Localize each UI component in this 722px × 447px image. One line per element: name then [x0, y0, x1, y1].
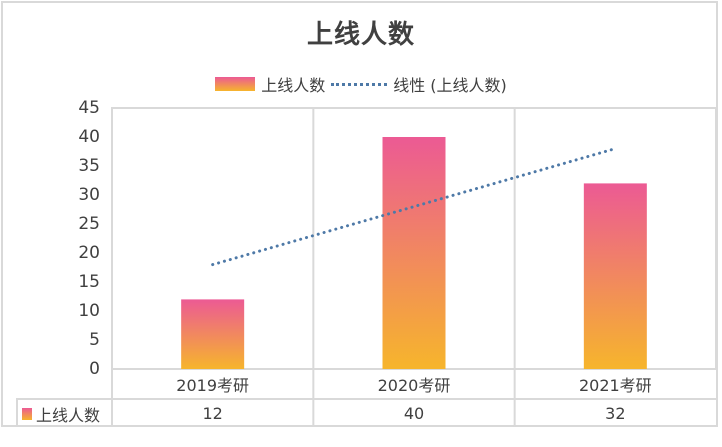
table-row-divider — [16, 398, 716, 400]
table-border — [16, 398, 18, 427]
legend-series-label: 上线人数 — [261, 76, 326, 95]
x-category-label: 2021考研 — [578, 376, 652, 395]
x-category-label: 2020考研 — [377, 376, 451, 395]
table-value-cell: 12 — [202, 404, 223, 423]
x-category-label: 2019考研 — [176, 376, 250, 395]
trend-line[interactable] — [211, 147, 617, 267]
y-tick-label: 40 — [78, 127, 100, 147]
y-tick-label: 0 — [89, 359, 100, 379]
y-tick-label: 25 — [78, 214, 100, 234]
bar-swatch-icon — [22, 407, 32, 420]
table-value-cell: 40 — [403, 404, 425, 423]
bar-swatch-icon — [215, 77, 256, 91]
chart-title: 上线人数 — [306, 20, 415, 50]
y-tick-label: 30 — [78, 185, 100, 205]
table-legend-cell: 上线人数 — [16, 400, 112, 427]
dotted-line-icon — [331, 82, 388, 86]
bar[interactable] — [382, 137, 446, 369]
y-tick-label: 10 — [78, 301, 100, 321]
legend-item-bars[interactable]: 上线人数 — [215, 72, 325, 96]
bar[interactable] — [181, 299, 245, 369]
legend-item-trend[interactable]: 线性 (上线人数) — [325, 72, 507, 96]
table-row-label: 上线人数 — [36, 405, 101, 425]
y-tick-label: 20 — [78, 243, 100, 263]
legend-trend-label: 线性 (上线人数) — [393, 76, 507, 95]
bar[interactable] — [583, 183, 647, 369]
y-tick-label: 15 — [78, 272, 100, 292]
table-value-cell: 32 — [605, 404, 626, 423]
chart-legend: 上线人数 线性 (上线人数) — [0, 72, 722, 96]
y-tick-label: 45 — [78, 98, 100, 118]
table-border — [111, 369, 113, 427]
y-tick-label: 35 — [78, 156, 100, 176]
y-tick-label: 5 — [89, 330, 100, 350]
